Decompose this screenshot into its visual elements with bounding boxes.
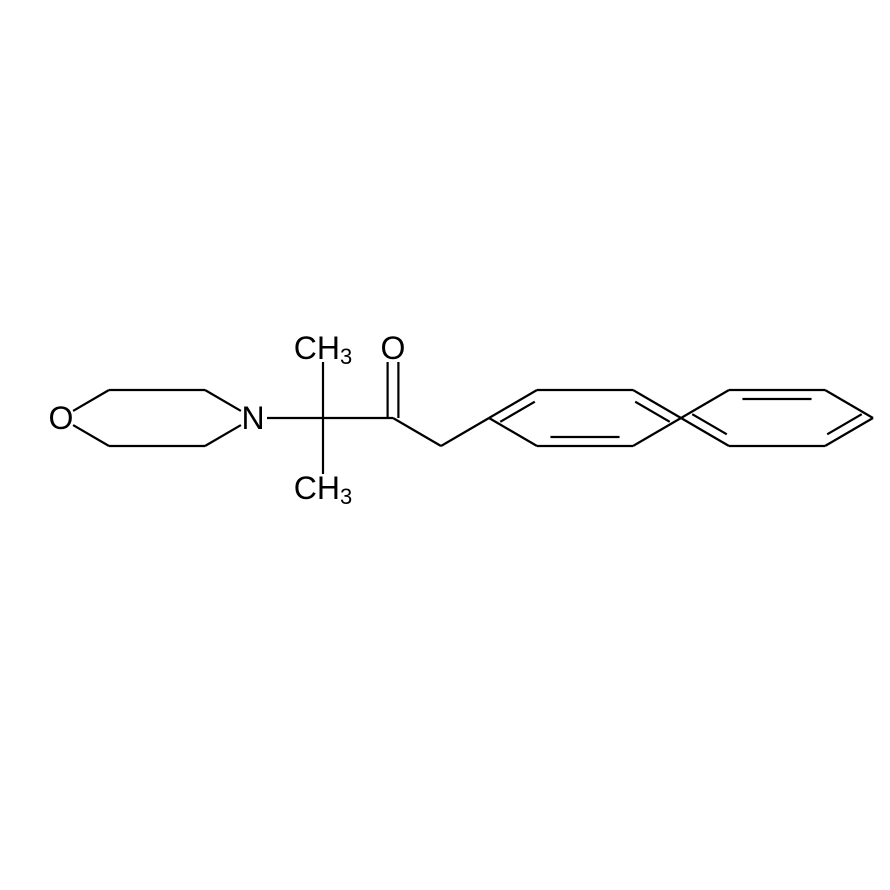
atom-label: O: [49, 400, 74, 436]
svg-text:N: N: [241, 400, 264, 436]
svg-text:O: O: [49, 400, 74, 436]
svg-text:O: O: [381, 330, 406, 366]
svg-text:CH3: CH3: [294, 470, 352, 509]
atom-label: CH3: [294, 470, 352, 509]
atom-label: N: [241, 400, 264, 436]
atom-label: CH3: [294, 330, 352, 369]
molecule-diagram: O N CH3 CH3 O: [0, 0, 890, 890]
svg-text:CH3: CH3: [294, 330, 352, 369]
atom-label: O: [381, 330, 406, 366]
